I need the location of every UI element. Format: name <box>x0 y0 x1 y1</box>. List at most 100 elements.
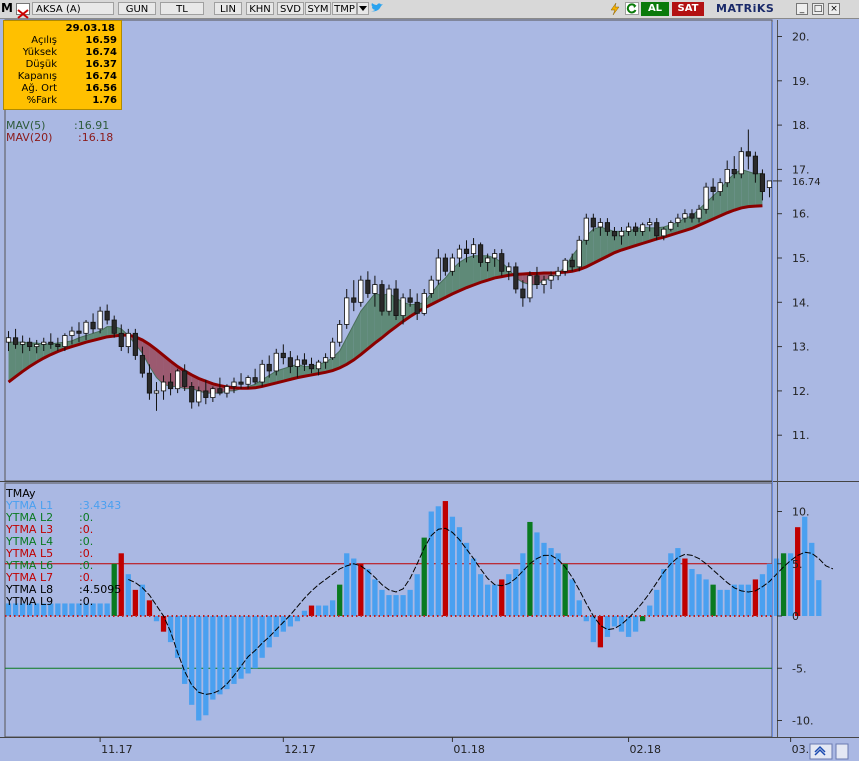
template-button[interactable]: TMP <box>332 2 357 15</box>
histogram-bar <box>442 501 449 616</box>
candle <box>160 381 167 392</box>
histogram-bar <box>294 616 301 622</box>
candle <box>189 386 195 403</box>
candle <box>146 372 153 394</box>
histogram-bar <box>12 603 19 616</box>
lightning-icon[interactable] <box>608 2 622 16</box>
histogram-bar <box>654 589 660 616</box>
mav20-value: :16.18 <box>78 131 114 144</box>
mav5-label: MAV(5) <box>6 119 46 132</box>
candle <box>548 275 554 281</box>
price-tick-label: 14. <box>792 296 810 309</box>
histogram-bar <box>611 616 618 627</box>
candle <box>738 151 744 175</box>
signal-line <box>128 527 834 695</box>
candle <box>182 370 188 387</box>
candle <box>710 186 716 192</box>
candle <box>111 319 117 334</box>
mav-bull-fill <box>8 342 16 383</box>
period-button[interactable]: GUN <box>118 2 156 15</box>
flag-icon[interactable] <box>16 3 30 19</box>
tma-legend-value: :0. <box>79 595 94 608</box>
candle <box>541 279 547 285</box>
price-tick-label: 12. <box>792 385 810 398</box>
candle <box>400 297 406 316</box>
indicator-tick-label: -5. <box>792 662 806 675</box>
price-panel[interactable] <box>4 19 773 482</box>
currency-button[interactable]: TL <box>160 2 204 15</box>
buy-button[interactable]: AL <box>641 2 669 16</box>
twitter-icon[interactable] <box>370 2 384 15</box>
tma-legend-row: YTMA L5:0. <box>6 547 93 560</box>
candle <box>492 253 498 259</box>
candle <box>27 341 33 348</box>
tma-legend-row: YTMA L3:0. <box>6 523 93 536</box>
histogram-bar <box>344 553 350 616</box>
sym-button[interactable]: SYM <box>305 2 331 15</box>
tma-legend-row: YTMA L1:3.4343 <box>6 499 121 512</box>
window-minimize-icon[interactable]: _ <box>796 3 808 15</box>
histogram-bar <box>513 568 519 616</box>
histogram-bar <box>160 616 167 632</box>
histogram-bar <box>83 603 89 616</box>
candle <box>633 226 639 232</box>
candle <box>104 310 110 321</box>
histogram-bar <box>816 580 822 616</box>
candle <box>576 239 582 268</box>
candle <box>717 182 723 192</box>
mav-bull-fill <box>332 351 340 371</box>
scroll-arrows-icon-glyph <box>814 745 826 756</box>
histogram-bar <box>456 527 463 616</box>
indicator-panel[interactable] <box>4 482 834 738</box>
mav-bear-fill <box>156 349 164 385</box>
mav-bull-fill <box>593 226 601 264</box>
x-tick-label: 01.18 <box>453 743 485 756</box>
histogram-bar <box>125 574 131 616</box>
histogram-bar <box>217 616 223 695</box>
x-tick-label: 11.17 <box>101 743 133 756</box>
histogram-bar <box>308 605 315 616</box>
candle <box>351 297 357 303</box>
mav-bull-fill <box>22 342 30 372</box>
mav5-legend: MAV(5) :16.91 <box>6 119 109 132</box>
sell-button[interactable]: SAT <box>672 2 704 16</box>
symbol-field[interactable]: AKSA (A) <box>32 2 114 15</box>
price-panel-frame <box>4 19 773 482</box>
brand-logo: MATRiKS <box>716 2 775 15</box>
chart-area[interactable]: 11. 12. 13. 14. 15. 16. 17. 18. 19. 20. 16.74 -10. -… <box>0 18 859 761</box>
mav-bull-fill <box>431 284 439 305</box>
candle <box>661 228 667 237</box>
mav-bull-fill <box>36 343 44 363</box>
refresh-icon[interactable] <box>625 2 639 15</box>
mav-bull-fill <box>684 215 692 231</box>
candle <box>294 359 300 367</box>
histogram-bar <box>534 532 540 616</box>
candle <box>330 341 336 359</box>
chevron-down-icon[interactable] <box>357 2 369 15</box>
candle <box>731 168 737 175</box>
histogram-bar <box>329 600 336 616</box>
histogram-bar <box>189 616 195 705</box>
histogram-bar <box>322 605 329 616</box>
histogram-bar <box>710 584 716 616</box>
candle <box>12 337 19 345</box>
candle <box>506 266 512 272</box>
candle <box>337 324 343 343</box>
candle <box>252 377 258 383</box>
window-restore-icon[interactable]: □ <box>812 3 824 15</box>
histogram-bar <box>287 616 293 627</box>
candle <box>167 381 174 390</box>
info-low-label: Düşük <box>25 59 57 70</box>
candle <box>153 390 160 394</box>
window-close-icon[interactable]: × <box>828 3 840 15</box>
price-tick-label: 18. <box>792 119 810 132</box>
svd-button[interactable]: SVD <box>277 2 304 15</box>
candle <box>675 217 681 223</box>
linear-scale-button[interactable]: LIN <box>214 2 242 15</box>
khn-button[interactable]: KHN <box>246 2 274 15</box>
candle <box>534 275 540 285</box>
histogram-bar <box>583 616 589 622</box>
histogram-bar <box>182 616 188 684</box>
tma-legend-row: YTMA L6:0. <box>6 559 93 572</box>
histogram-bar <box>337 584 343 616</box>
